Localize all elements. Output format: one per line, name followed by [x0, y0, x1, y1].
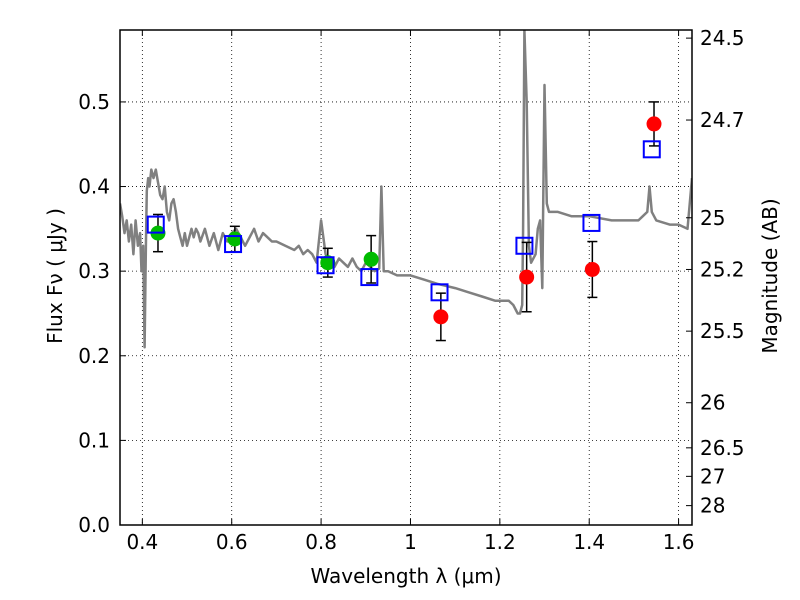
model-square-marker[interactable]	[515, 236, 534, 255]
model-square-marker[interactable]	[430, 283, 449, 302]
data-point[interactable]	[646, 116, 662, 132]
x-tick-label: 1	[404, 530, 417, 554]
right-axis-label: Magnitude (AB)	[758, 198, 782, 353]
x-tick-label: 1.4	[573, 530, 605, 554]
data-point[interactable]	[363, 251, 379, 267]
spectrum-layer	[120, 30, 692, 349]
y-tick-label: 0.0	[78, 513, 110, 537]
y-tick-label: 0.1	[78, 428, 110, 452]
right-tick-label: 25.5	[700, 319, 745, 343]
model-square-marker[interactable]	[224, 235, 243, 254]
x-axis-label: Wavelength λ (μm)	[310, 564, 501, 588]
x-tick-label: 1.2	[484, 530, 516, 554]
model-square-marker[interactable]	[582, 213, 601, 232]
right-tick-label: 26.5	[700, 436, 745, 460]
y-tick-label: 0.3	[78, 259, 110, 283]
data-point[interactable]	[584, 261, 600, 277]
ticks: 0.4 0.6 0.8 1 1.2 1.4 1.6 0.0 0.1 0.2 0.3 0.4 0.5 24.…	[78, 26, 744, 554]
y-tick-label: 0.4	[78, 175, 110, 199]
model-square-marker[interactable]	[360, 268, 379, 287]
right-tick-label: 26	[700, 391, 725, 415]
data-point[interactable]	[433, 309, 449, 325]
right-tick-label: 27	[700, 464, 725, 488]
y-axis-label: Flux Fν ( μJy )	[43, 208, 67, 344]
spectrum-line	[120, 30, 692, 349]
x-tick-label: 0.8	[305, 530, 337, 554]
x-tick-label: 0.4	[126, 530, 158, 554]
model-square-marker[interactable]	[642, 140, 661, 159]
y-tick-label: 0.5	[78, 90, 110, 114]
data-point[interactable]	[519, 269, 535, 285]
right-tick-label: 24.5	[700, 26, 745, 50]
model-square-marker[interactable]	[316, 256, 335, 275]
right-tick-label: 25	[700, 206, 725, 230]
right-tick-label: 25.2	[700, 257, 745, 281]
x-tick-label: 0.6	[216, 530, 248, 554]
marker-layer	[146, 101, 662, 342]
x-tick-label: 1.6	[663, 530, 695, 554]
plot-frame	[119, 29, 693, 526]
model-square-marker[interactable]	[146, 215, 165, 234]
y-tick-label: 0.2	[78, 344, 110, 368]
data-point[interactable]	[320, 255, 336, 271]
right-tick-label: 24.7	[700, 108, 745, 132]
right-tick-label: 28	[700, 494, 725, 518]
grid	[120, 30, 692, 526]
